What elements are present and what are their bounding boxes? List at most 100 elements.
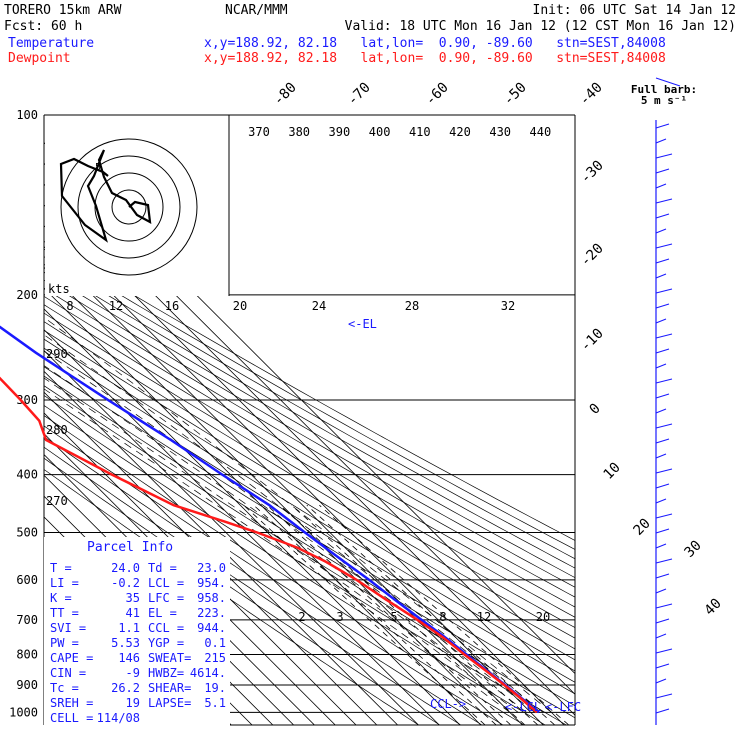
lower-mixing-label: 3 <box>336 610 343 624</box>
pressure-label-1000: 1000 <box>9 705 38 719</box>
isotherm-label: -80 <box>271 80 300 109</box>
parcel-key: LFC = <box>148 591 184 605</box>
parcel-key: SWEAT= <box>148 651 191 665</box>
isotherm-label: 10 <box>601 460 624 483</box>
pressure-label-700: 700 <box>16 613 38 627</box>
chart-grid <box>43 114 576 726</box>
isotherm-label: -20 <box>578 241 607 270</box>
init-time: Init: 06 UTC Sat 14 Jan 12 <box>533 3 737 18</box>
isotherm-label: -40 <box>577 80 606 109</box>
wind-barbs <box>655 77 681 725</box>
legend-dewpoint-label: Dewpoint <box>8 51 71 66</box>
parcel-value: 26.2 <box>111 681 140 695</box>
theta-e-label: 400 <box>369 125 391 139</box>
legend-temperature-info: x,y=188.92, 82.18 lat,lon= 0.90, -89.60 … <box>204 36 666 51</box>
parcel-key: PW = <box>50 636 79 650</box>
parcel-key: HWBZ= <box>148 666 184 680</box>
parcel-value: 24.0 <box>111 561 140 575</box>
parcel-value: 1.1 <box>118 621 140 635</box>
parcel-value: 5.53 <box>111 636 140 650</box>
parcel-value: 19 <box>126 696 140 710</box>
pressure-label-500: 500 <box>16 526 38 540</box>
parcel-key: SHEAR= <box>148 681 191 695</box>
parcel-value: 23.0 <box>197 561 226 575</box>
pressure-label-400: 400 <box>16 468 38 482</box>
lower-mixing-label: 2 <box>298 610 305 624</box>
parcel-key: SREH = <box>50 696 93 710</box>
theta-e-label: 370 <box>248 125 270 139</box>
parcel-key: LI = <box>50 576 79 590</box>
parcel-value: 958. <box>197 591 226 605</box>
theta-label: 290 <box>46 347 68 361</box>
parcel-key: Td = <box>148 561 177 575</box>
lower-mixing-label: 8 <box>439 610 446 624</box>
isotherm-label: 30 <box>682 538 705 561</box>
isotherm-label: -30 <box>578 158 607 187</box>
center-name: NCAR/MMM <box>225 3 288 18</box>
parcel-value: 35 <box>126 591 140 605</box>
parcel-value: 954. <box>197 576 226 590</box>
pressure-label-900: 900 <box>16 678 38 692</box>
dewpoint-profile <box>0 376 538 714</box>
pressure-label-300: 300 <box>16 393 38 407</box>
pressure-label-600: 600 <box>16 573 38 587</box>
parcel-value: 223. <box>197 606 226 620</box>
isotherm-label: -10 <box>578 326 607 355</box>
mixing-ratio-label: 8 <box>66 299 73 313</box>
mixing-ratio-label: 20 <box>233 299 247 313</box>
model-title: TORERO 15km ARW <box>4 3 122 18</box>
parcel-value: 41 <box>126 606 140 620</box>
parcel-info: Parcel Info T = 24.0 Td = 23.0 LI = -0.2 LCL =… <box>44 537 230 727</box>
isotherm-label: 20 <box>631 516 654 539</box>
parcel-value: 5.1 <box>204 696 226 710</box>
ccl-annotation: CCL-> <box>430 697 466 711</box>
parcel-value: 0.1 <box>204 636 226 650</box>
isotherm-label: 40 <box>702 596 725 619</box>
parcel-key: YGP = <box>148 636 184 650</box>
parcel-value: 114/08 <box>97 711 140 725</box>
parcel-value: -0.2 <box>111 576 140 590</box>
parcel-value: 19. <box>204 681 226 695</box>
legend-temperature-label: Temperature <box>8 36 94 51</box>
theta-e-label: 390 <box>329 125 351 139</box>
pressure-label-200: 200 <box>16 288 38 302</box>
parcel-key: LAPSE= <box>148 696 191 710</box>
mixing-ratio-label: 32 <box>501 299 515 313</box>
isotherm-label: -60 <box>423 80 452 109</box>
theta-e-label: 380 <box>288 125 310 139</box>
theta-label: 270 <box>46 494 68 508</box>
parcel-key: K = <box>50 591 72 605</box>
parcel-key: CCL = <box>148 621 184 635</box>
parcel-value: 215 <box>204 651 226 665</box>
theta-label: 280 <box>46 423 68 437</box>
mixing-ratio-label: 24 <box>312 299 326 313</box>
barb-key-units: 5 m s⁻¹ <box>641 94 687 107</box>
lower-mixing-label: 5 <box>390 610 397 624</box>
parcel-key: SVI = <box>50 621 86 635</box>
forecast-hour: Fcst: 60 h <box>4 19 82 34</box>
hodograph: 5 <box>59 138 198 276</box>
chart-series <box>0 325 540 714</box>
lower-mixing-label: 12 <box>477 610 491 624</box>
pressure-label-100: 100 <box>16 108 38 122</box>
isotherm-label: -70 <box>345 80 374 109</box>
parcel-key: T = <box>50 561 72 575</box>
parcel-key: EL = <box>148 606 177 620</box>
el-annotation: <-EL <box>348 317 377 331</box>
parcel-key: CIN = <box>50 666 86 680</box>
isotherm-label: 0 <box>587 401 604 418</box>
parcel-key: CELL = <box>50 711 93 725</box>
parcel-key: LCL = <box>148 576 184 590</box>
parcel-key: CAPE = <box>50 651 93 665</box>
legend-dewpoint-info: x,y=188.92, 82.18 lat,lon= 0.90, -89.60 … <box>204 51 666 66</box>
theta-e-label: 410 <box>409 125 431 139</box>
parcel-value: 944. <box>197 621 226 635</box>
parcel-value: -9 <box>126 666 140 680</box>
mixing-ratio-label: 28 <box>405 299 419 313</box>
mixing-ratio-label: 12 <box>109 299 123 313</box>
theta-e-label: 440 <box>530 125 552 139</box>
barb-key-title: Full barb: <box>631 83 697 96</box>
parcel-key: TT = <box>50 606 79 620</box>
